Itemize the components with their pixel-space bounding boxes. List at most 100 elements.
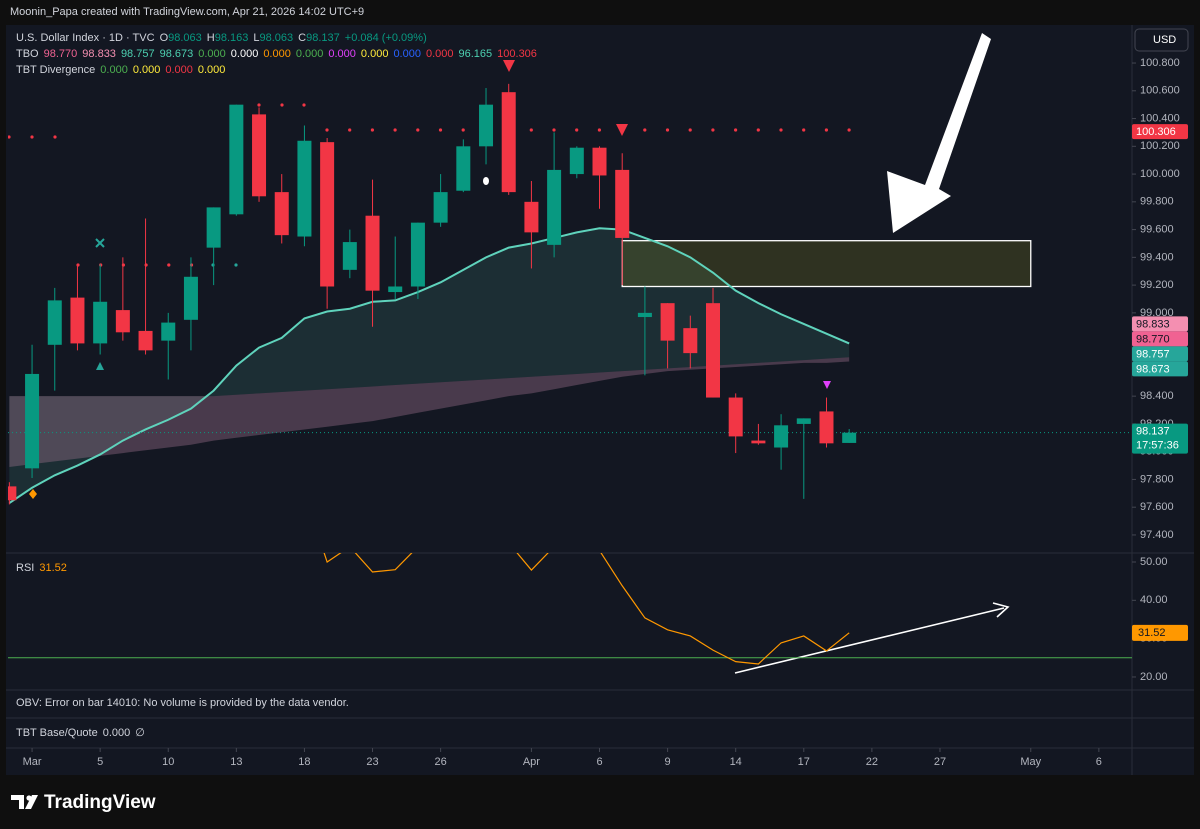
legend-token: 0.000 xyxy=(361,48,389,60)
x-tick-label: 27 xyxy=(934,756,946,768)
signal-dot xyxy=(688,128,692,132)
candle-body xyxy=(365,215,380,291)
candle-body xyxy=(138,330,153,351)
candle-body xyxy=(479,104,494,147)
signal-dot xyxy=(30,135,34,139)
candle-body xyxy=(297,140,312,237)
legend-token: 96.165 xyxy=(459,48,493,60)
legend-token: 0.000 xyxy=(100,64,128,76)
price-badge xyxy=(1132,316,1188,332)
signal-marker xyxy=(95,238,105,248)
y-tick-label: 98.400 xyxy=(1140,390,1174,402)
obv-message: OBV: Error on bar 14010: No volume is pr… xyxy=(16,697,349,709)
x-tick-label: 13 xyxy=(230,756,242,768)
legend-token: 0.000 xyxy=(198,64,226,76)
signal-dot xyxy=(438,128,443,132)
signal-dot xyxy=(370,128,374,132)
y-tick-label: 50.00 xyxy=(1140,556,1168,568)
annotation-arrow xyxy=(887,33,991,233)
legend-token: 0.000 xyxy=(263,48,291,60)
signal-dot xyxy=(802,128,806,132)
credit: Moonin_Papa created with TradingView.com… xyxy=(10,6,364,18)
signal-dot xyxy=(711,128,715,132)
candle-body xyxy=(728,397,743,437)
legend-token: 0.000 xyxy=(296,48,324,60)
legend-token: 0.000 xyxy=(133,64,161,76)
legend-token: L xyxy=(253,32,259,44)
y-tick-label: 99.800 xyxy=(1140,196,1174,208)
currency-button[interactable] xyxy=(1134,28,1189,52)
signal-marker xyxy=(503,60,515,72)
brand-logo xyxy=(11,795,38,809)
signal-dot xyxy=(53,135,57,139)
signal-marker xyxy=(483,177,489,185)
annotation-trendline xyxy=(734,607,1005,674)
candle-body xyxy=(115,310,130,333)
price-badge xyxy=(1132,331,1188,347)
x-tick-label: 17 xyxy=(798,756,810,768)
candle-body xyxy=(842,432,857,443)
legend-token: 98.833 xyxy=(82,48,116,60)
x-tick-label: 6 xyxy=(1096,756,1102,768)
y-tick-label: 99.000 xyxy=(1140,307,1174,319)
y-tick-label: 100.800 xyxy=(1140,57,1180,69)
x-tick-label: 18 xyxy=(298,756,310,768)
legend-token: TBT Base/Quote xyxy=(16,727,98,739)
x-tick-label: 6 xyxy=(596,756,602,768)
price-badge-label: 98.757 xyxy=(1136,348,1170,360)
price-badge xyxy=(1132,361,1188,377)
legend-token: +0.084 (+0.09%) xyxy=(345,32,427,44)
legend-token: C xyxy=(298,32,306,44)
y-tick-label: 99.400 xyxy=(1140,251,1174,263)
y-tick-label: 97.800 xyxy=(1140,473,1174,485)
signal-dot xyxy=(121,263,125,267)
y-tick-label: 99.200 xyxy=(1140,279,1174,291)
signal-dot xyxy=(99,263,103,267)
legend-token: 0.000 xyxy=(328,48,356,60)
legend-token: 98.757 xyxy=(121,48,155,60)
signal-dot xyxy=(824,128,829,132)
brand-name: TradingView xyxy=(44,792,156,813)
y-tick-label: 40.00 xyxy=(1140,594,1168,606)
rsi-line xyxy=(323,553,850,665)
candle-body xyxy=(183,276,198,320)
candle-body xyxy=(501,92,516,193)
signal-dot xyxy=(393,128,397,132)
legend-token: 31.52 xyxy=(39,562,67,574)
legend-token: 0.000 xyxy=(393,48,421,60)
price-plot xyxy=(8,60,1132,505)
signal-dot xyxy=(8,135,11,139)
signal-marker xyxy=(96,362,104,370)
countdown-label: 17:57:36 xyxy=(1136,440,1179,452)
signal-dot xyxy=(597,128,602,132)
legend-token: 98.163 xyxy=(215,32,249,44)
signal-dot xyxy=(325,128,329,132)
rsi-badge xyxy=(1132,624,1188,641)
tbt-base-legend: TBT Base/Quote 0.000 ∅ xyxy=(16,727,145,739)
candle-body xyxy=(456,146,471,191)
legend-token: TBO xyxy=(16,48,39,60)
candle-body xyxy=(796,418,811,424)
rsi-legend: RSI 31.52 xyxy=(16,562,67,574)
x-tick-label: 9 xyxy=(665,756,671,768)
signal-dot xyxy=(552,128,556,132)
candle-body xyxy=(388,286,403,293)
chart-title: U.S. Dollar Index · 1D · TVC xyxy=(16,32,155,44)
tbo-cloud xyxy=(9,357,850,467)
x-tick-label: 26 xyxy=(434,756,446,768)
currency-label[interactable]: USD xyxy=(1153,34,1176,46)
signal-dot xyxy=(643,128,647,132)
signal-dot xyxy=(734,128,738,132)
signal-dot xyxy=(665,128,670,132)
legend-token: 98.063 xyxy=(168,32,202,44)
price-legend: U.S. Dollar Index · 1D · TVC O98.063 H98.1… xyxy=(16,32,427,44)
signal-dot xyxy=(167,263,171,267)
price-badge-label: 100.306 xyxy=(1136,126,1176,138)
price-badge xyxy=(1132,124,1188,140)
y-tick-label: 20.00 xyxy=(1140,671,1168,683)
legend-token: 98.770 xyxy=(44,48,78,60)
y-tick-label: 99.600 xyxy=(1140,223,1174,235)
x-tick-label: 5 xyxy=(97,756,103,768)
signal-dot xyxy=(348,128,352,132)
